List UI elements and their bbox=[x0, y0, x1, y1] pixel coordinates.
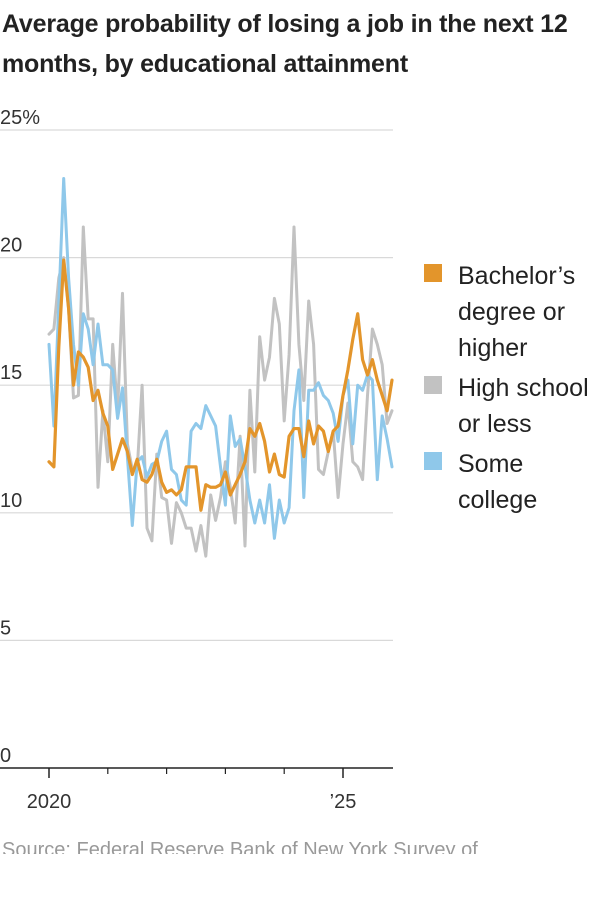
legend-item-some-college: Some college bbox=[424, 446, 600, 518]
gridlines bbox=[0, 129, 393, 642]
series-line-high-school bbox=[47, 225, 394, 558]
legend-swatch-bachelors bbox=[424, 264, 442, 282]
chart-title: Average probability of losing a job in t… bbox=[2, 10, 568, 78]
legend-item-high-school: High school or less bbox=[424, 370, 600, 442]
x-axis: 2020 ’25 bbox=[0, 767, 393, 813]
legend-label-high-school: High school or less bbox=[458, 374, 589, 438]
y-tick-label-25: 25% bbox=[0, 107, 40, 129]
data-series bbox=[47, 176, 394, 558]
series-line-some-college bbox=[47, 176, 394, 540]
legend-item-bachelors: Bachelor’s degree or higher bbox=[424, 258, 600, 366]
legend-label-bachelors: Bachelor’s degree or higher bbox=[458, 262, 576, 362]
source-text: Source: Federal Reserve Bank of New York… bbox=[2, 839, 478, 854]
y-tick-label-20: 20 bbox=[0, 235, 22, 257]
y-tick-label-10: 10 bbox=[0, 490, 22, 512]
legend-label-some-college: Some college bbox=[458, 450, 538, 514]
x-tick-label: 2020 bbox=[27, 791, 72, 813]
legend-swatch-high-school bbox=[424, 376, 442, 394]
y-tick-label-5: 5 bbox=[0, 617, 11, 639]
y-tick-label-0: 0 bbox=[0, 745, 11, 767]
y-axis-tick-labels: 0 5 10 15 20 25% bbox=[0, 107, 40, 767]
series-line-bachelors bbox=[47, 258, 394, 512]
y-tick-label-15: 15 bbox=[0, 362, 22, 384]
legend-swatch-some-college bbox=[424, 452, 442, 470]
legend: Bachelor’s degree or higher High school … bbox=[424, 258, 600, 522]
source-note: Source: Federal Reserve Bank of New York… bbox=[2, 836, 598, 854]
x-tick-label: ’25 bbox=[330, 791, 357, 813]
